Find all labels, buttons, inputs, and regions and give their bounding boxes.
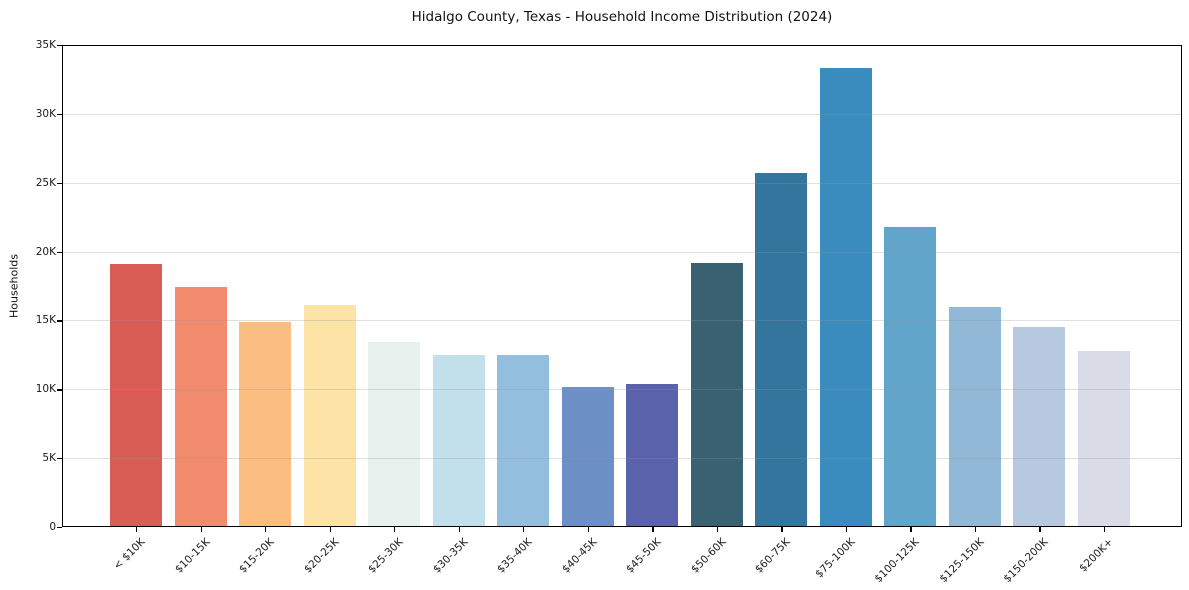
y-tick-label: 30K bbox=[35, 107, 56, 120]
x-tick-label: < $10K bbox=[111, 536, 148, 573]
bar-150-200k bbox=[1013, 327, 1066, 526]
x-tick-label: $15-20K bbox=[236, 536, 277, 576]
x-tick-label: $10-15K bbox=[172, 536, 213, 576]
bar-45-50k bbox=[626, 383, 679, 526]
x-tick-mark bbox=[910, 527, 912, 532]
bar-75-100k bbox=[819, 68, 872, 526]
y-tick-label: 0 bbox=[49, 521, 56, 533]
y-tick-label: 25K bbox=[35, 176, 56, 189]
x-tick-mark bbox=[329, 527, 331, 532]
plot-area bbox=[57, 45, 1182, 532]
bar-30-35k bbox=[432, 354, 485, 526]
gridline bbox=[63, 389, 1181, 391]
y-tick-mark bbox=[57, 113, 62, 116]
gridline bbox=[63, 113, 1181, 115]
x-tick-label: $150-200K bbox=[1001, 536, 1051, 586]
x-tick-mark bbox=[458, 527, 460, 532]
x-tick-mark bbox=[1103, 527, 1106, 532]
x-tick-mark bbox=[394, 527, 396, 532]
bar-40-45k bbox=[561, 386, 614, 526]
x-tick-mark bbox=[781, 527, 783, 532]
x-tick-mark bbox=[1039, 527, 1041, 532]
x-tick-label: $125-150K bbox=[937, 536, 987, 586]
x-tick-label: $50-60K bbox=[688, 536, 729, 576]
x-tick-label: $100-125K bbox=[872, 536, 922, 586]
x-tick-mark bbox=[265, 527, 267, 532]
x-tick-label: $40-45K bbox=[559, 536, 600, 576]
x-tick-label: $75-100K bbox=[812, 536, 858, 581]
y-tick-mark bbox=[57, 251, 62, 253]
x-tick-mark bbox=[716, 527, 719, 532]
x-tick-label: $60-75K bbox=[753, 536, 793, 576]
x-tick-label: $20-25K bbox=[301, 536, 342, 576]
y-tick-label: 20K bbox=[35, 245, 56, 258]
chart-title: Hidalgo County, Texas - Household Income… bbox=[411, 9, 833, 25]
y-tick-mark bbox=[57, 45, 62, 47]
x-tick-mark bbox=[136, 527, 138, 532]
x-tick-mark bbox=[587, 527, 590, 532]
x-tick-mark bbox=[845, 527, 848, 532]
y-tick-label: 10K bbox=[35, 383, 56, 396]
bar-10-15k bbox=[174, 287, 227, 526]
y-tick-label: 35K bbox=[35, 39, 56, 51]
y-tick-mark bbox=[57, 182, 62, 184]
gridline bbox=[63, 458, 1181, 460]
x-tick-mark bbox=[652, 527, 654, 532]
bar-60-75k bbox=[755, 173, 808, 526]
x-tick-mark bbox=[200, 527, 202, 532]
bar-200k bbox=[1077, 350, 1130, 526]
gridline bbox=[63, 320, 1181, 322]
bar-15-20k bbox=[239, 321, 292, 526]
y-tick-label: 5K bbox=[42, 452, 56, 465]
bar-25-30k bbox=[368, 342, 421, 526]
bar-10k bbox=[110, 263, 162, 526]
x-tick-mark bbox=[523, 527, 525, 532]
y-axis-label: Households bbox=[7, 254, 21, 318]
bar-125-150k bbox=[948, 306, 1001, 526]
bar-20-25k bbox=[303, 305, 356, 526]
y-tick-mark bbox=[57, 458, 62, 460]
x-tick-mark bbox=[974, 527, 977, 532]
x-tick-label: $200K+ bbox=[1076, 536, 1116, 575]
bar-35-40k bbox=[497, 354, 550, 526]
x-tick-label: $25-30K bbox=[365, 536, 406, 576]
y-tick-label: 15K bbox=[35, 314, 56, 327]
gridline bbox=[63, 251, 1181, 253]
bar-50-60k bbox=[690, 262, 743, 526]
gridline bbox=[63, 182, 1181, 184]
y-tick-mark bbox=[57, 527, 62, 529]
x-tick-label: $35-40K bbox=[495, 536, 535, 576]
x-tick-label: $45-50K bbox=[624, 536, 664, 576]
y-tick-mark bbox=[57, 320, 62, 322]
x-tick-label: $30-35K bbox=[430, 536, 471, 576]
y-tick-mark bbox=[57, 389, 62, 391]
bar-100-125k bbox=[884, 226, 937, 526]
